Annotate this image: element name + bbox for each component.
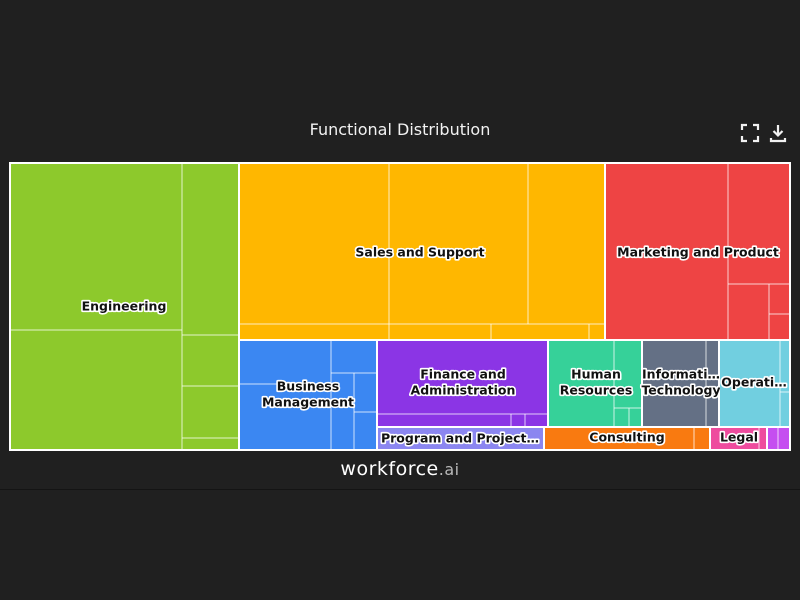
treemap-node-business-management[interactable]: BusinessManagement <box>240 341 376 449</box>
treemap-node-information-technology[interactable]: Informati…Technology <box>641 341 720 426</box>
treemap-node-finance-and-administration[interactable]: Finance andAdministration <box>378 341 547 426</box>
brand-name: workforce <box>340 458 438 480</box>
chart-panel: Functional Distribution Engineering Sales… <box>0 0 800 490</box>
treemap-label-sales-and-support: Sales and Support <box>355 245 484 260</box>
treemap-label-legal: Legal <box>720 430 758 445</box>
treemap-label-operations: Operati… <box>721 375 786 390</box>
treemap: Engineering Sales and Support Marketing an… <box>9 162 791 451</box>
treemap-node-sales-and-support[interactable]: Sales and Support <box>240 164 604 339</box>
treemap-label-marketing-and-product: Marketing and Product <box>617 245 779 260</box>
treemap-node-consulting[interactable]: Consulting <box>545 428 709 449</box>
download-button[interactable] <box>768 123 788 143</box>
treemap-label-engineering: Engineering <box>82 299 167 314</box>
chart-title: Functional Distribution <box>0 120 800 139</box>
download-icon <box>768 123 788 143</box>
treemap-node-human-resources[interactable]: HumanResources <box>549 341 641 426</box>
treemap-label-program-and-project-management: Program and Project… <box>381 431 539 446</box>
treemap-node-operations[interactable]: Operati… <box>720 341 789 426</box>
treemap-node-engineering[interactable]: Engineering <box>11 164 238 449</box>
treemap-node-legal[interactable]: Legal <box>711 428 766 449</box>
brand-logo: workforce.ai <box>0 458 800 480</box>
treemap-node-other[interactable] <box>768 428 789 449</box>
fullscreen-button[interactable] <box>740 123 760 143</box>
treemap-label-consulting: Consulting <box>589 430 664 445</box>
treemap-node-marketing-and-product[interactable]: Marketing and Product <box>606 164 789 339</box>
treemap-svg: Engineering Sales and Support Marketing an… <box>9 162 791 451</box>
treemap-node-program-and-project-management[interactable]: Program and Project… <box>378 428 543 449</box>
fullscreen-icon <box>740 123 760 143</box>
brand-suffix: .ai <box>439 460 460 479</box>
treemap-label-finance-and-administration: Finance andAdministration <box>411 367 516 398</box>
treemap-label-information-technology: Informati…Technology <box>641 367 720 398</box>
